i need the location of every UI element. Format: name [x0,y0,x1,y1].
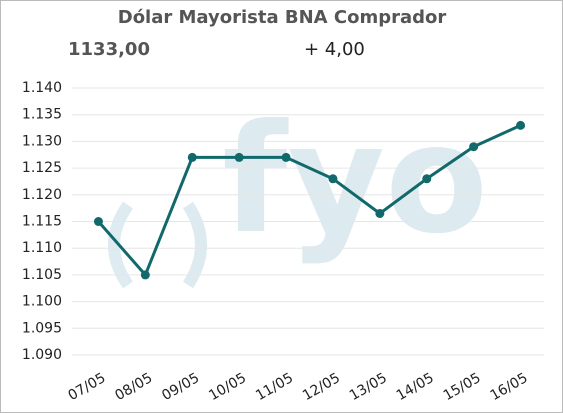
data-point [93,217,103,226]
y-tick-label: 1.095 [22,320,62,336]
watermark-logo: fyo [108,93,488,289]
y-tick-label: 1.110 [22,240,62,256]
change-value: + 4,00 [304,39,365,60]
watermark-paren [182,201,207,289]
y-tick-label: 1.140 [22,80,62,96]
y-tick-label: 1.125 [22,160,62,176]
y-tick-label: 1.120 [22,187,62,203]
series-line [97,124,522,278]
watermark-paren [108,201,134,289]
y-tick-label: 1.115 [22,214,62,230]
data-point [469,142,479,152]
y-tick-label: 1.105 [22,267,62,283]
y-tick-label: 1.135 [22,107,62,123]
data-point [187,152,197,162]
y-tick-label: 1.100 [22,294,62,310]
data-point [328,174,338,184]
data-point [234,152,244,162]
y-tick-label: 1.130 [22,133,62,149]
chart-title: Dólar Mayorista BNA Comprador [118,7,447,28]
data-point [375,208,385,218]
data-point [281,152,291,162]
data-point [140,270,150,280]
watermark: fyo [222,93,488,267]
y-tick-label: 1.090 [22,347,62,363]
data-point [516,120,526,130]
current-value: 1133,00 [68,39,150,60]
data-point [422,174,432,184]
